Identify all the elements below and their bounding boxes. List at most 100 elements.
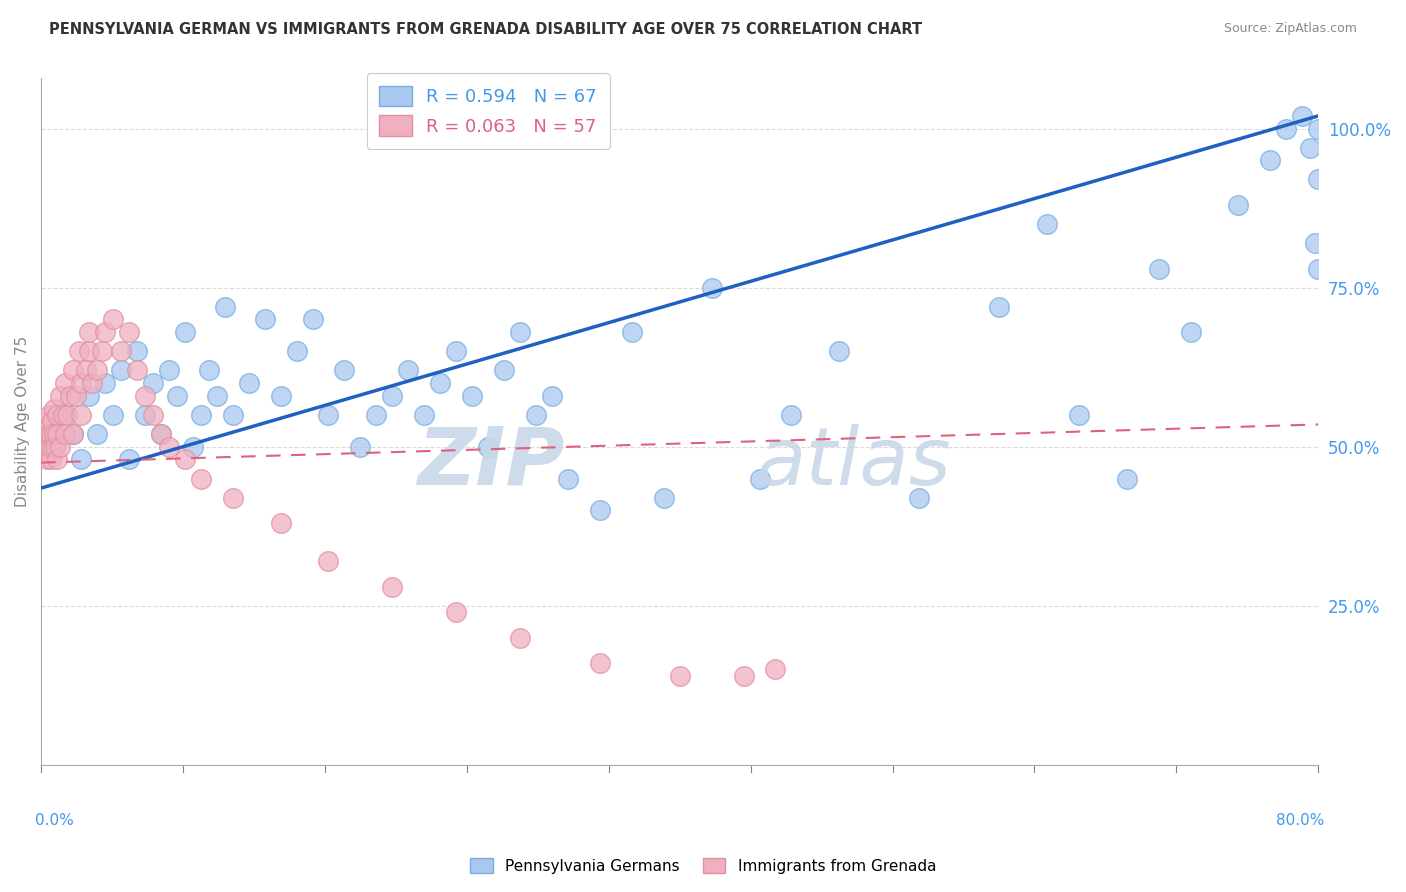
- Point: [149, 427, 172, 442]
- Point: [541, 389, 564, 403]
- Point: [149, 427, 172, 442]
- Point: [101, 408, 124, 422]
- Point: [988, 300, 1011, 314]
- Point: [318, 408, 340, 422]
- Point: [173, 325, 195, 339]
- Point: [90, 344, 112, 359]
- Point: [77, 344, 100, 359]
- Text: Source: ZipAtlas.com: Source: ZipAtlas.com: [1223, 22, 1357, 36]
- Point: [444, 605, 467, 619]
- Point: [366, 408, 388, 422]
- Point: [589, 503, 612, 517]
- Point: [557, 471, 579, 485]
- Point: [509, 325, 531, 339]
- Point: [38, 427, 60, 442]
- Point: [190, 408, 212, 422]
- Point: [35, 440, 58, 454]
- Point: [53, 376, 76, 390]
- Point: [77, 389, 100, 403]
- Point: [1036, 217, 1059, 231]
- Point: [37, 452, 59, 467]
- Point: [37, 414, 59, 428]
- Legend: R = 0.594   N = 67, R = 0.063   N = 57: R = 0.594 N = 67, R = 0.063 N = 57: [367, 73, 610, 149]
- Point: [765, 662, 787, 676]
- Point: [38, 440, 60, 454]
- Point: [205, 389, 228, 403]
- Point: [67, 344, 90, 359]
- Point: [70, 376, 93, 390]
- Point: [110, 363, 132, 377]
- Point: [41, 414, 63, 428]
- Point: [349, 440, 371, 454]
- Text: 0.0%: 0.0%: [35, 813, 73, 828]
- Point: [35, 427, 58, 442]
- Point: [1303, 236, 1326, 251]
- Point: [1147, 261, 1170, 276]
- Point: [62, 363, 84, 377]
- Point: [270, 389, 292, 403]
- Point: [748, 471, 770, 485]
- Point: [53, 408, 76, 422]
- Point: [652, 491, 675, 505]
- Point: [38, 408, 60, 422]
- Point: [221, 408, 243, 422]
- Point: [77, 325, 100, 339]
- Point: [429, 376, 451, 390]
- Text: ZIP: ZIP: [418, 424, 565, 501]
- Point: [908, 491, 931, 505]
- Point: [509, 631, 531, 645]
- Point: [301, 312, 323, 326]
- Point: [52, 408, 75, 422]
- Point: [494, 363, 516, 377]
- Point: [333, 363, 356, 377]
- Point: [396, 363, 419, 377]
- Point: [41, 440, 63, 454]
- Point: [413, 408, 436, 422]
- Point: [1115, 471, 1137, 485]
- Point: [42, 401, 65, 416]
- Point: [39, 427, 62, 442]
- Point: [49, 389, 72, 403]
- Point: [65, 389, 87, 403]
- Point: [733, 669, 755, 683]
- Point: [1308, 172, 1330, 186]
- Point: [444, 344, 467, 359]
- Point: [118, 452, 141, 467]
- Point: [46, 452, 69, 467]
- Point: [134, 389, 156, 403]
- Point: [181, 440, 204, 454]
- Point: [173, 452, 195, 467]
- Point: [477, 440, 499, 454]
- Point: [125, 363, 148, 377]
- Point: [157, 363, 180, 377]
- Point: [134, 408, 156, 422]
- Point: [381, 389, 404, 403]
- Point: [381, 580, 404, 594]
- Point: [270, 516, 292, 530]
- Point: [589, 656, 612, 670]
- Legend: Pennsylvania Germans, Immigrants from Grenada: Pennsylvania Germans, Immigrants from Gr…: [464, 852, 942, 880]
- Point: [53, 427, 76, 442]
- Point: [1291, 109, 1313, 123]
- Point: [253, 312, 276, 326]
- Point: [49, 440, 72, 454]
- Point: [42, 427, 65, 442]
- Point: [101, 312, 124, 326]
- Point: [110, 344, 132, 359]
- Point: [94, 376, 117, 390]
- Point: [318, 554, 340, 568]
- Point: [668, 669, 690, 683]
- Y-axis label: Disability Age Over 75: Disability Age Over 75: [15, 335, 30, 507]
- Point: [70, 452, 93, 467]
- Point: [39, 452, 62, 467]
- Point: [221, 491, 243, 505]
- Point: [75, 363, 97, 377]
- Point: [46, 408, 69, 422]
- Point: [118, 325, 141, 339]
- Point: [86, 363, 108, 377]
- Point: [1227, 198, 1250, 212]
- Text: 80.0%: 80.0%: [1277, 813, 1324, 828]
- Point: [142, 408, 165, 422]
- Point: [70, 408, 93, 422]
- Point: [44, 440, 66, 454]
